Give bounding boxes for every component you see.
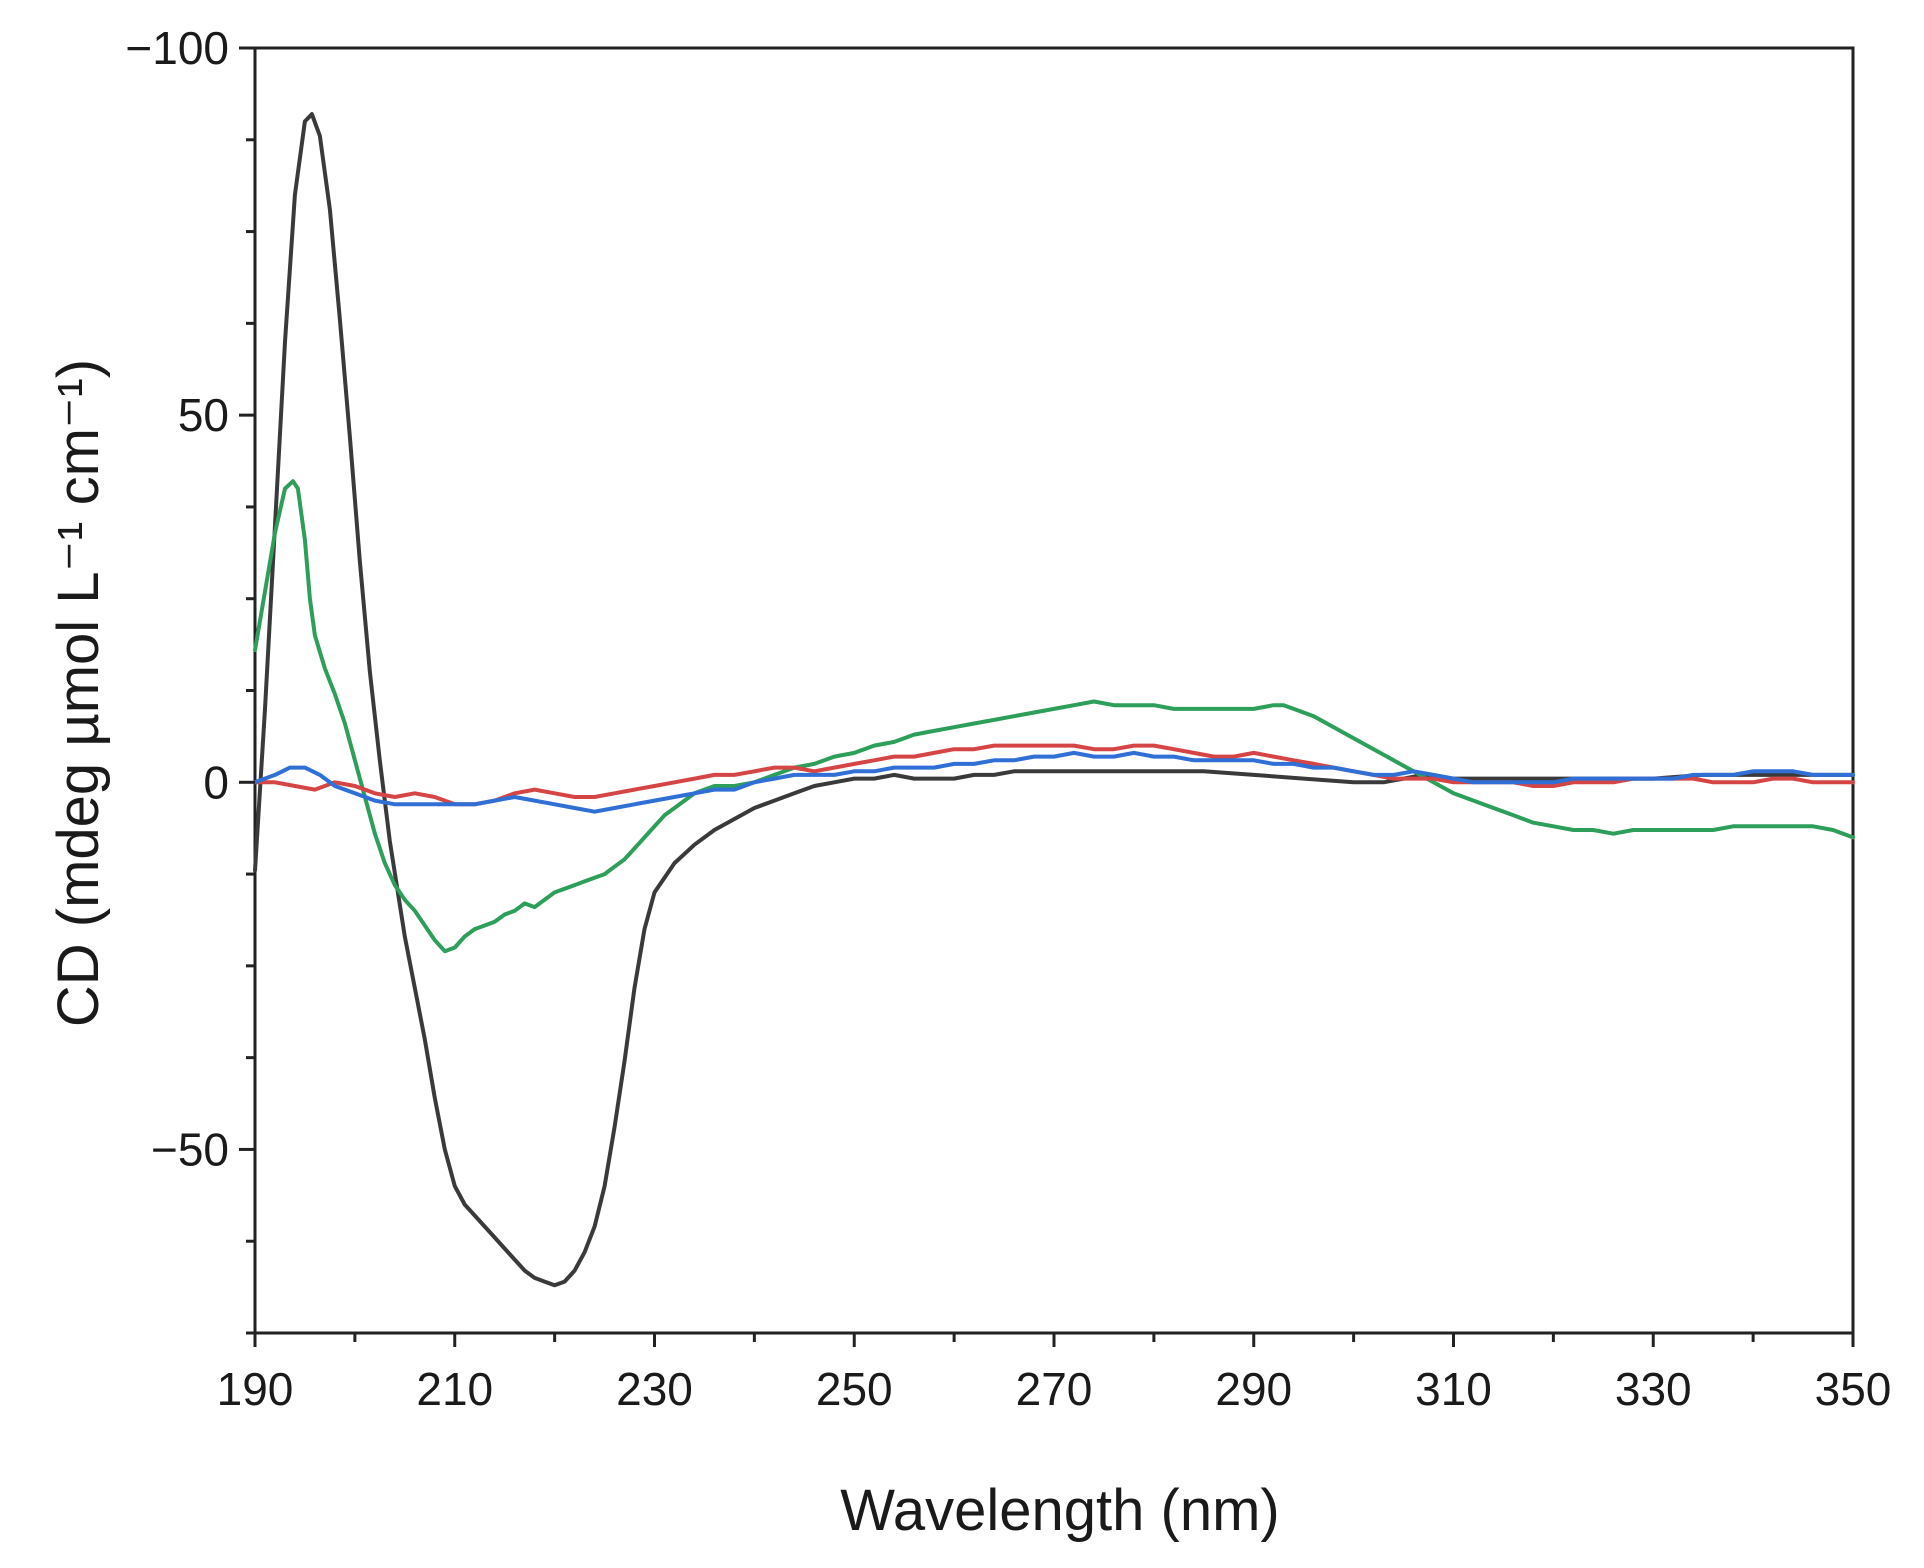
y-axis-ticks: −100 50 0 −50 <box>125 22 255 1335</box>
x-tick-label: 330 <box>1615 1363 1692 1415</box>
x-tick-label: 310 <box>1415 1363 1492 1415</box>
y-axis-title: CD (mdeg µmol L⁻¹ cm⁻¹) <box>46 359 111 1027</box>
y-tick-label: −50 <box>151 1123 229 1175</box>
plot-area-border <box>253 46 1855 1335</box>
x-tick-label: 290 <box>1215 1363 1292 1415</box>
y-tick-label: 50 <box>178 389 229 441</box>
plot-frame <box>253 46 1855 1335</box>
x-tick-label: 250 <box>816 1363 893 1415</box>
x-tick-label: 190 <box>217 1363 294 1415</box>
series-line-blue <box>253 750 1855 814</box>
series-line-red <box>253 743 1855 807</box>
x-tick-label: 270 <box>1016 1363 1093 1415</box>
x-tick-label: 210 <box>416 1363 493 1415</box>
x-axis-title: Wavelength (nm) <box>840 1478 1279 1543</box>
series-line-black <box>253 112 1855 1288</box>
y-tick-label: −100 <box>125 22 229 74</box>
series-layer <box>253 112 1855 1288</box>
x-tick-label: 230 <box>616 1363 693 1415</box>
series-line-green <box>253 479 1855 954</box>
y-tick-label: 0 <box>203 756 229 808</box>
x-axis-ticks: 190 210 230 250 270 290 310 330 350 <box>217 1333 1892 1415</box>
x-tick-label: 350 <box>1815 1363 1892 1415</box>
